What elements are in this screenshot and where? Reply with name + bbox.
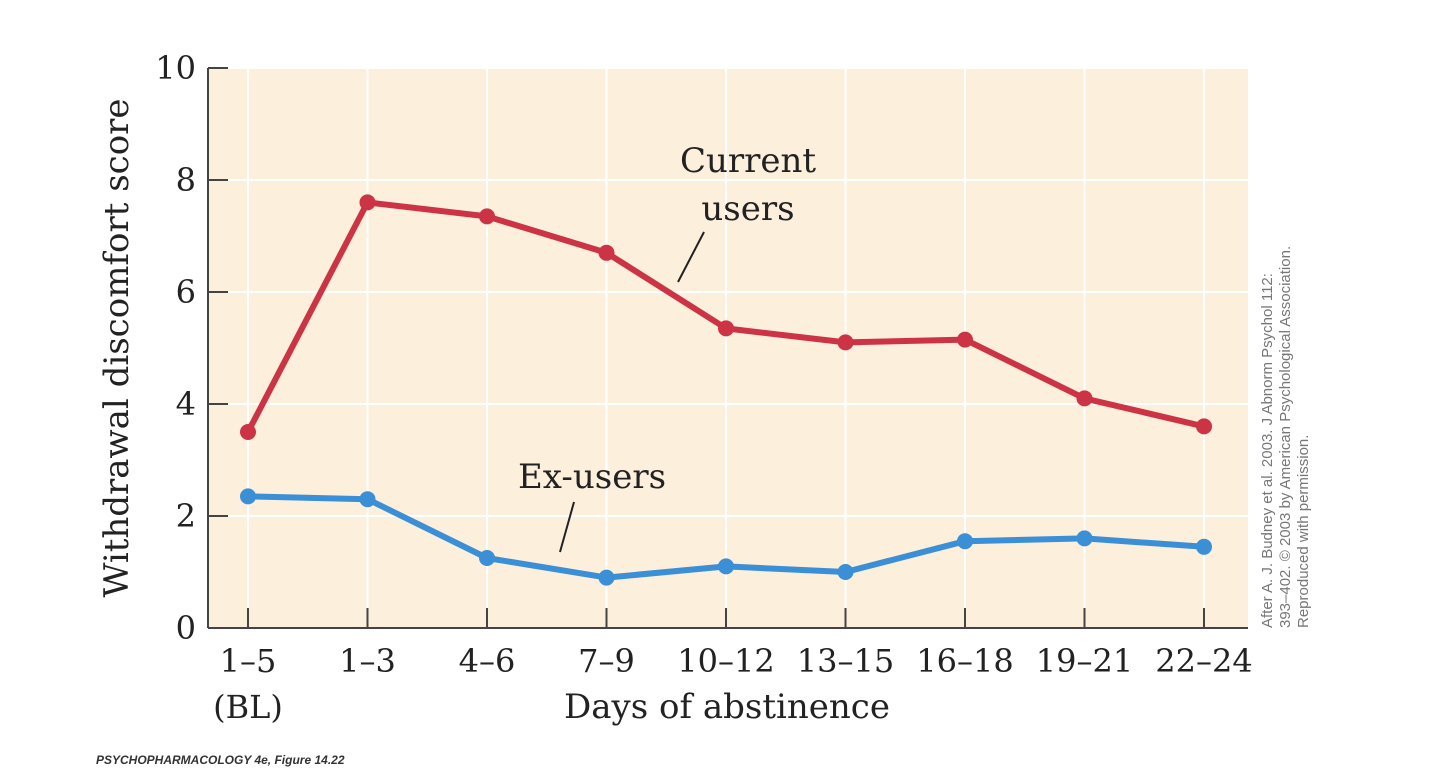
data-point: [837, 334, 854, 351]
data-point: [359, 491, 376, 508]
y-tick-label: 4: [176, 385, 196, 423]
plot-background: [208, 68, 1248, 628]
x-tick-label: 1–3: [339, 642, 396, 680]
data-point: [598, 244, 615, 261]
data-point: [1196, 418, 1212, 435]
x-tick-label: 22–24: [1155, 642, 1252, 680]
data-point: [1076, 390, 1093, 407]
data-point: [837, 564, 854, 580]
data-point: [240, 488, 256, 505]
data-point: [1076, 530, 1093, 547]
x-tick-label: 10–12: [677, 642, 774, 680]
data-point: [240, 424, 256, 440]
series-label-leader: [559, 501, 575, 553]
x-tick-label: 1–5: [220, 642, 277, 680]
x-axis-label: Days of abstinence: [564, 687, 890, 727]
series-label-leader: [677, 231, 705, 283]
y-tick-label: 2: [176, 497, 196, 535]
x-tick-label: 7–9: [578, 642, 635, 680]
series-layer: [240, 194, 1212, 586]
series-current-users: [240, 194, 1212, 440]
credit-line-3: Reproduced with permission.: [1295, 435, 1312, 628]
grid-lines: [208, 67, 1248, 629]
y-tick-label: 8: [176, 161, 196, 199]
y-axis-label: Withdrawal discomfort score: [97, 98, 137, 597]
x-tick-label: 16–18: [916, 642, 1013, 680]
data-point: [1196, 538, 1212, 555]
y-axis: 0 2 4 6 8 10: [155, 49, 228, 647]
credit-text: After A. J. Budney et al. 2003. J Abnorm…: [1259, 246, 1312, 628]
data-point: [957, 331, 973, 348]
x-tick-label: 13–15: [797, 642, 894, 680]
y-tick-label: 10: [155, 49, 196, 87]
series-label: users: [701, 189, 794, 229]
x-tick-sublabel: (BL): [213, 688, 283, 726]
data-point: [718, 320, 734, 337]
annotations: Current users Ex-users: [518, 141, 816, 553]
x-axis: 1–5 (BL) 1–3 4–6 7–9 10–12 13–15 16–18 19–21 22–2…: [208, 608, 1253, 726]
credit-line-2: 393–402. © 2003 by American Psychologica…: [1277, 246, 1294, 628]
data-point: [479, 550, 495, 566]
data-point: [957, 533, 973, 550]
y-tick-label: 6: [176, 273, 196, 311]
credit-line-1: After A. J. Budney et al. 2003. J Abnorm…: [1259, 273, 1276, 628]
y-tick-label: 0: [176, 609, 196, 647]
series-label: Ex-users: [518, 457, 666, 497]
data-point: [479, 208, 495, 225]
series-label: Current: [680, 141, 816, 181]
data-point: [598, 569, 615, 586]
x-tick-label: 19–21: [1036, 642, 1133, 680]
data-point: [359, 194, 376, 211]
figure-caption: PSYCHOPHARMACOLOGY 4e, Figure 14.22: [96, 753, 345, 767]
series-ex-users: [240, 488, 1212, 586]
data-point: [718, 558, 734, 575]
x-tick-label: 4–6: [459, 642, 516, 680]
